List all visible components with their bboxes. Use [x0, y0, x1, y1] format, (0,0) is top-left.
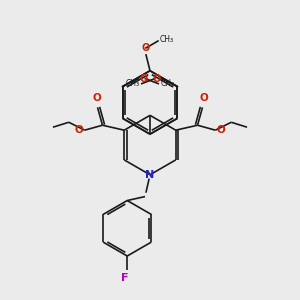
Text: CH₃: CH₃ [126, 79, 140, 88]
Text: O: O [140, 74, 148, 84]
Text: CH₃: CH₃ [160, 34, 174, 43]
Text: N: N [146, 170, 154, 180]
Text: O: O [216, 125, 225, 135]
Text: O: O [92, 93, 101, 103]
Text: O: O [142, 43, 150, 53]
Text: CH₃: CH₃ [160, 79, 174, 88]
Text: F: F [122, 273, 129, 283]
Text: O: O [75, 125, 84, 135]
Text: O: O [152, 74, 160, 84]
Text: O: O [199, 93, 208, 103]
